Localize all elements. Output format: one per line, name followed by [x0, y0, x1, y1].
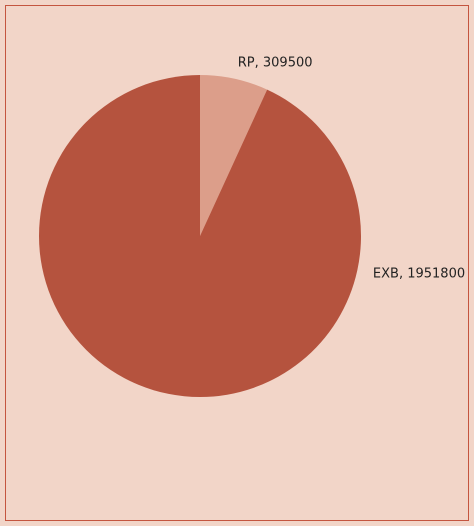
- pie-slice: [200, 89, 362, 397]
- pie-slice: [200, 75, 268, 236]
- data-label: EXB, 1951800: [373, 266, 465, 281]
- pie-slice: [39, 75, 200, 397]
- data-label: RP, 309500: [238, 56, 313, 71]
